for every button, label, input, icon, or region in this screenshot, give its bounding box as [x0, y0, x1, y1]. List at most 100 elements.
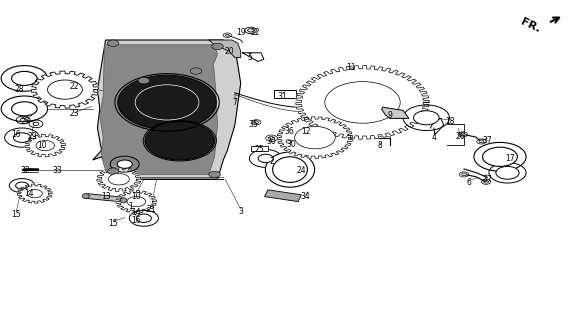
- Text: 37: 37: [483, 175, 492, 184]
- Text: 20: 20: [224, 47, 234, 56]
- Circle shape: [462, 173, 466, 176]
- Circle shape: [483, 147, 517, 166]
- Circle shape: [286, 140, 292, 143]
- Text: 31: 31: [278, 92, 287, 100]
- Circle shape: [212, 43, 223, 50]
- Text: 25: 25: [255, 145, 264, 154]
- Text: 17: 17: [506, 154, 515, 163]
- Text: 36: 36: [284, 127, 293, 136]
- Circle shape: [138, 77, 150, 84]
- Circle shape: [254, 121, 259, 124]
- Bar: [86, 194, 125, 202]
- Text: 30: 30: [267, 137, 276, 146]
- Ellipse shape: [120, 198, 127, 203]
- Circle shape: [145, 122, 215, 160]
- Text: 21: 21: [146, 205, 155, 214]
- Text: 16: 16: [12, 130, 21, 139]
- Text: 24: 24: [297, 166, 306, 175]
- Polygon shape: [251, 146, 268, 151]
- Circle shape: [48, 80, 82, 99]
- Circle shape: [248, 29, 253, 32]
- Bar: [264, 190, 302, 202]
- Text: 32: 32: [21, 166, 30, 175]
- Text: 30: 30: [287, 140, 296, 149]
- Circle shape: [414, 111, 439, 125]
- Circle shape: [484, 180, 488, 183]
- Text: 22: 22: [70, 82, 79, 91]
- Text: 15: 15: [108, 220, 118, 228]
- Circle shape: [107, 168, 119, 174]
- Text: 27: 27: [20, 117, 30, 126]
- Text: 18: 18: [445, 117, 454, 126]
- Circle shape: [339, 90, 386, 115]
- Circle shape: [325, 82, 400, 123]
- Text: 4: 4: [432, 133, 436, 142]
- Text: 6: 6: [466, 178, 471, 187]
- Circle shape: [127, 196, 146, 207]
- Text: FR.: FR.: [519, 17, 542, 35]
- Circle shape: [12, 71, 37, 85]
- Polygon shape: [277, 117, 353, 158]
- Polygon shape: [100, 45, 218, 174]
- Text: 10: 10: [132, 192, 141, 201]
- Polygon shape: [25, 134, 66, 157]
- Circle shape: [33, 122, 39, 125]
- Text: 15: 15: [12, 210, 21, 219]
- Text: 37: 37: [483, 136, 492, 145]
- Text: 14: 14: [132, 208, 141, 217]
- Circle shape: [295, 126, 335, 149]
- Ellipse shape: [266, 152, 314, 187]
- Circle shape: [190, 68, 202, 74]
- Circle shape: [209, 171, 220, 178]
- Text: 5: 5: [247, 53, 252, 62]
- Circle shape: [13, 133, 31, 142]
- Circle shape: [118, 75, 216, 130]
- Text: 34: 34: [301, 192, 310, 201]
- Circle shape: [20, 118, 26, 122]
- Polygon shape: [382, 107, 409, 118]
- Circle shape: [36, 140, 55, 151]
- Circle shape: [496, 166, 519, 179]
- Text: 11: 11: [346, 63, 356, 72]
- Text: 22: 22: [251, 28, 260, 36]
- Polygon shape: [209, 40, 241, 58]
- Polygon shape: [296, 66, 429, 139]
- Text: 29: 29: [27, 132, 37, 141]
- Polygon shape: [17, 184, 52, 203]
- Text: 1: 1: [128, 202, 133, 211]
- Text: 8: 8: [378, 141, 382, 150]
- Circle shape: [16, 182, 28, 189]
- Circle shape: [269, 137, 274, 140]
- Circle shape: [108, 173, 129, 185]
- Text: 16: 16: [132, 216, 141, 225]
- Circle shape: [27, 189, 42, 198]
- Text: 14: 14: [24, 189, 34, 198]
- Text: 13: 13: [102, 192, 111, 201]
- Polygon shape: [93, 40, 241, 179]
- Text: 12: 12: [301, 127, 310, 136]
- Circle shape: [479, 140, 484, 143]
- Text: 35: 35: [249, 120, 258, 129]
- Text: 10: 10: [37, 141, 46, 150]
- Text: 33: 33: [52, 166, 61, 175]
- Text: 26: 26: [455, 132, 465, 140]
- Ellipse shape: [273, 157, 307, 182]
- Text: 23: 23: [70, 109, 79, 118]
- Text: 9: 9: [387, 111, 392, 120]
- Circle shape: [226, 34, 229, 36]
- Text: 19: 19: [236, 28, 245, 37]
- Circle shape: [107, 40, 119, 46]
- Circle shape: [117, 160, 132, 168]
- Text: 7: 7: [233, 98, 237, 107]
- Circle shape: [258, 154, 273, 163]
- Text: 3: 3: [238, 207, 243, 216]
- Circle shape: [12, 102, 37, 116]
- Ellipse shape: [82, 194, 89, 199]
- Text: 2: 2: [269, 157, 274, 166]
- Polygon shape: [97, 167, 141, 191]
- Polygon shape: [31, 71, 99, 108]
- Text: 28: 28: [14, 85, 24, 94]
- Circle shape: [136, 214, 151, 222]
- Circle shape: [461, 133, 465, 136]
- Polygon shape: [116, 190, 157, 213]
